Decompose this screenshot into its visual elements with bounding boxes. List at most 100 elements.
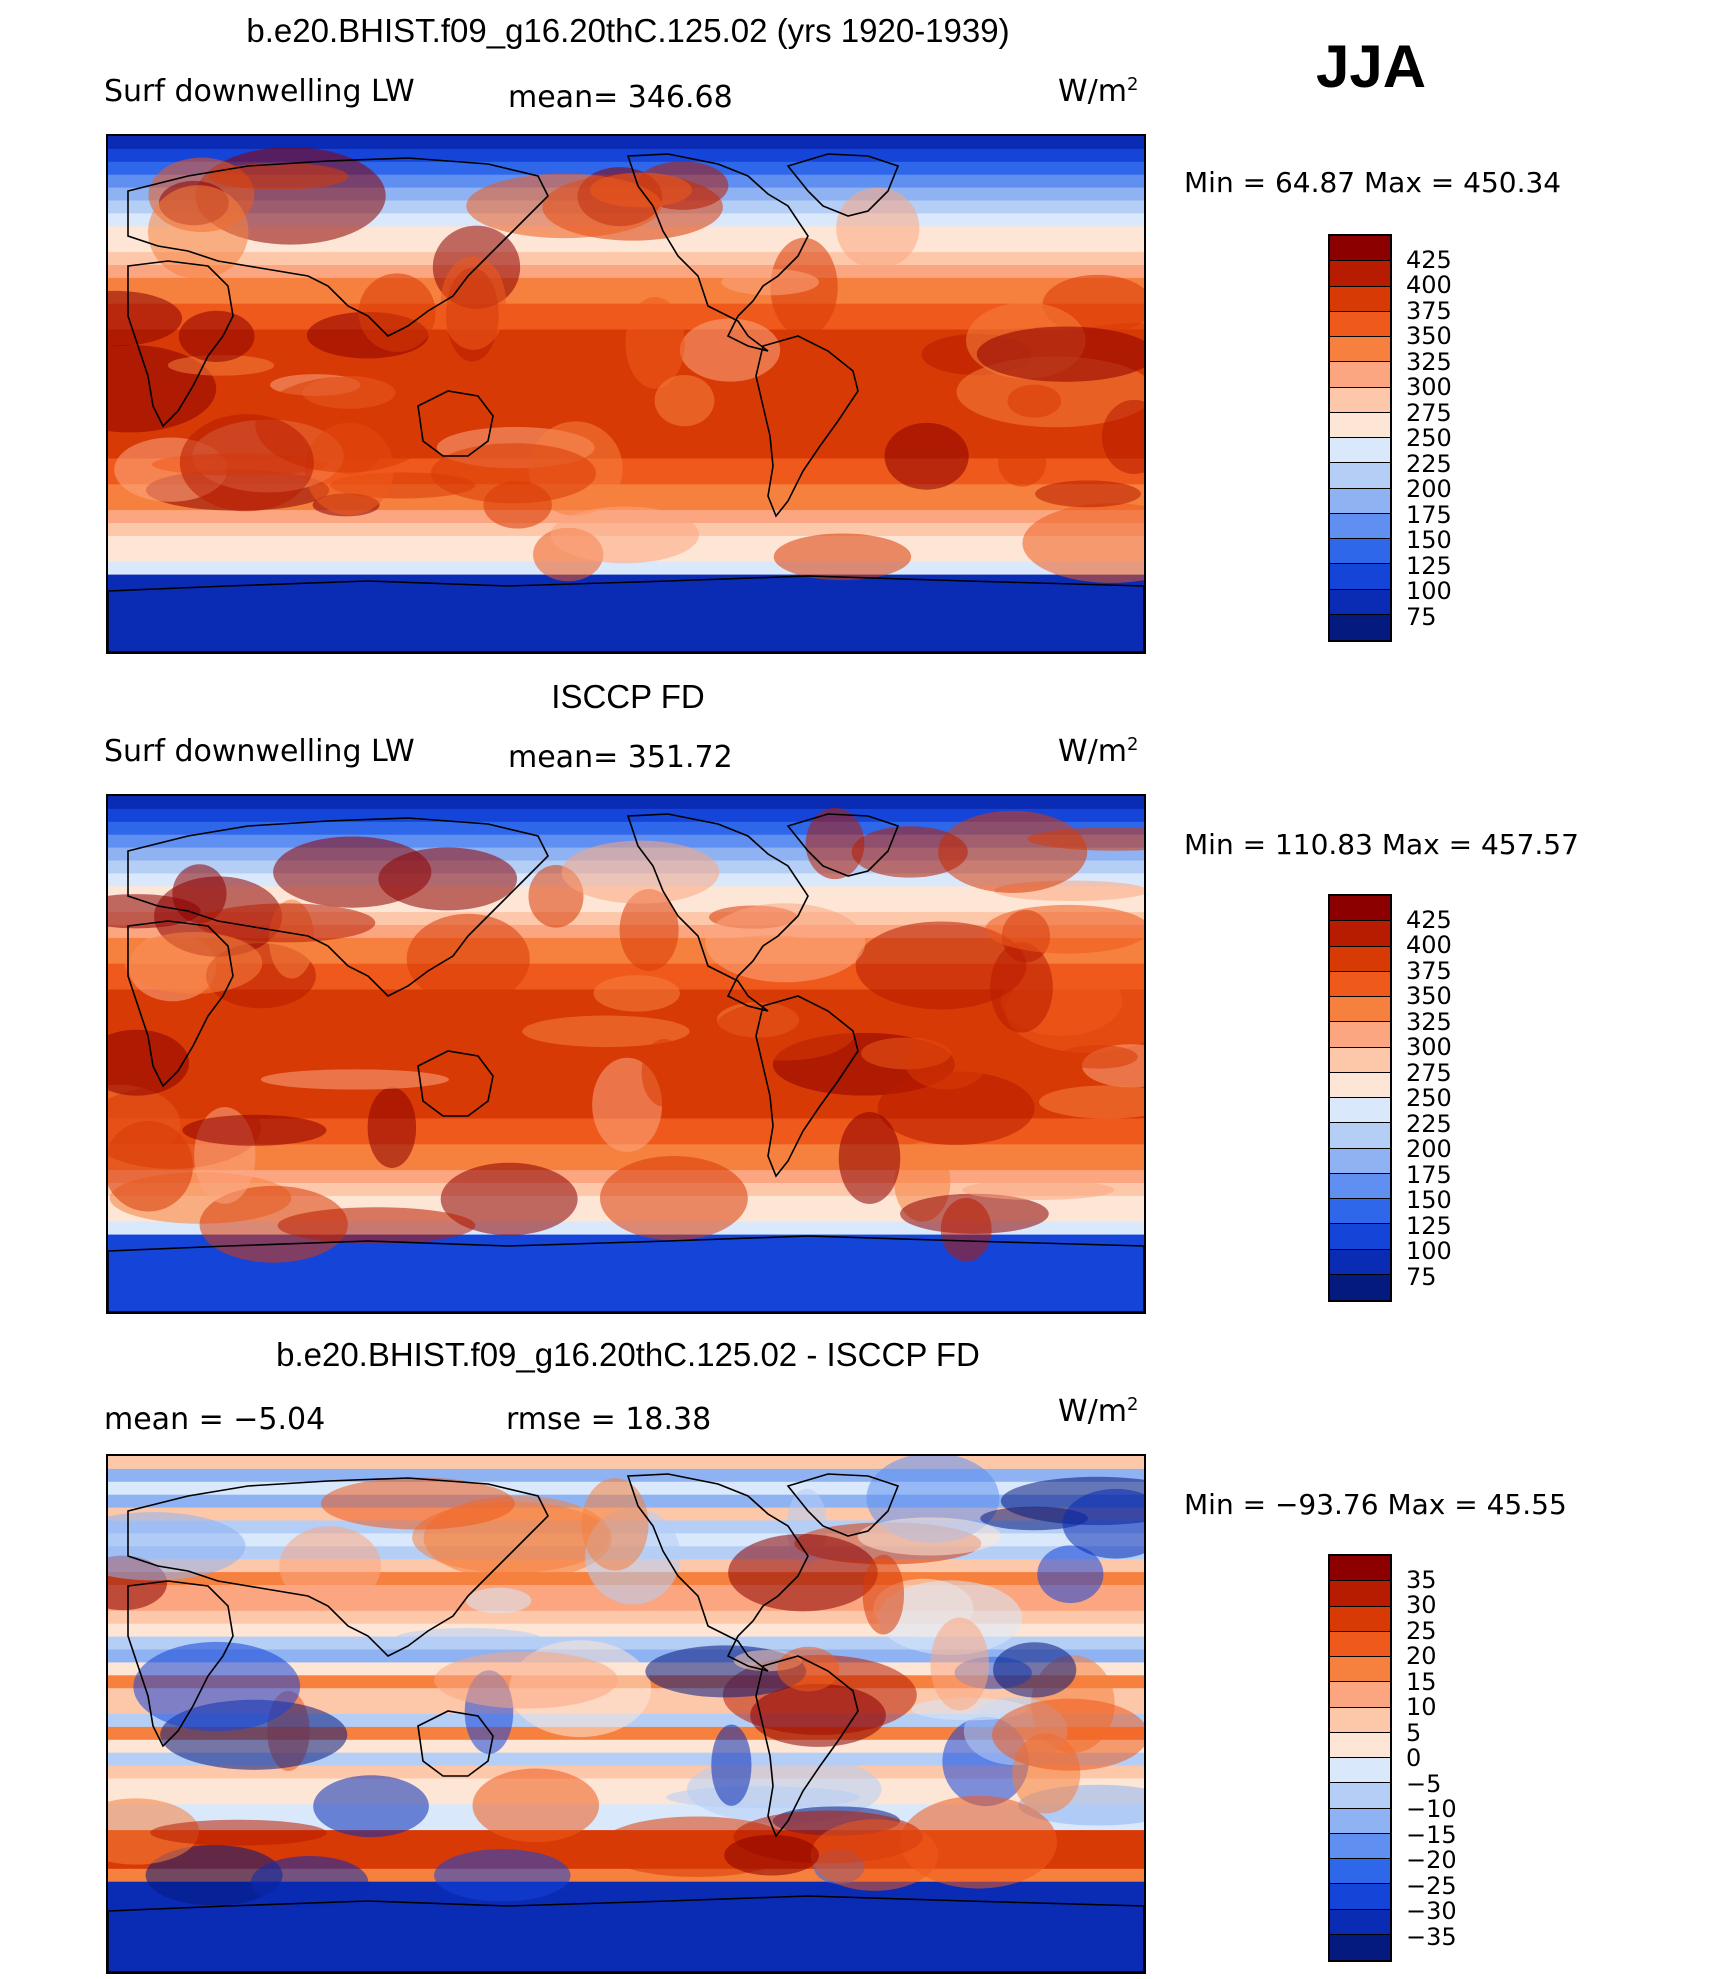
colorbar-swatch (1330, 412, 1390, 438)
colorbar-tick-label: 75 (1406, 1262, 1437, 1291)
colorbar-swatch (1330, 589, 1390, 615)
colorbar-tick-label: 0 (1406, 1744, 1422, 1772)
colorbar-tick-label: 350 (1406, 322, 1452, 350)
panel-3-map (106, 1454, 1146, 1974)
colorbar-swatch (1330, 1884, 1390, 1910)
panel-1-title: b.e20.BHIST.f09_g16.20thC.125.02 (yrs 19… (246, 12, 1010, 49)
colorbar-tick-label: −10 (1406, 1795, 1457, 1823)
colorbar-tick-label: 150 (1406, 526, 1452, 554)
colorbar-swatch (1330, 1606, 1390, 1632)
colorbar-swatch (1330, 1199, 1390, 1225)
colorbar-tick-label: 125 (1406, 551, 1452, 580)
colorbar-tick-label: 75 (1406, 602, 1437, 631)
panel-3-rmse-label: rmse = 18.38 (506, 1402, 712, 1437)
colorbar-tick-label: 10 (1406, 1693, 1437, 1721)
panel-1-map (106, 134, 1146, 654)
colorbar-tick-label: 200 (1406, 475, 1452, 503)
panel-2-units: W/m2 (1058, 734, 1139, 769)
colorbar-tick-label: 250 (1406, 1084, 1452, 1112)
colorbar-swatch (1330, 1556, 1390, 1582)
colorbar-tick-label: −25 (1406, 1871, 1457, 1900)
panel-1-colorbar-ticks: 425 400 375 350 325 300 275 250 225 200 175 150 125 1… (1406, 234, 1486, 642)
colorbar-swatch (1330, 1909, 1390, 1935)
colorbar-tick-label: 30 (1406, 1591, 1437, 1619)
colorbar-tick-label: 35 (1406, 1565, 1437, 1594)
colorbar-swatch (1330, 1732, 1390, 1758)
colorbar-swatch (1330, 614, 1390, 640)
colorbar-swatch (1330, 438, 1390, 464)
panel-2-minmax: Min = 110.83 Max = 457.57 (1184, 828, 1579, 861)
colorbar-swatch (1330, 896, 1390, 922)
panel-3-colorbar-ticks: 35 30 25 20 15 10 5 0 −5 −10 −15 −20 −25 −30 −35 (1406, 1554, 1486, 1962)
colorbar-tick-label: −20 (1406, 1846, 1457, 1874)
colorbar-swatch (1330, 1758, 1390, 1784)
colorbar-tick-label: 425 (1406, 245, 1452, 274)
colorbar-tick-label: 250 (1406, 424, 1452, 452)
colorbar-swatch (1330, 564, 1390, 590)
colorbar-tick-label: 15 (1406, 1667, 1437, 1696)
colorbar-swatch (1330, 539, 1390, 565)
colorbar-tick-label: 225 (1406, 1109, 1452, 1138)
panel-1-mean-label: mean= 346.68 (508, 80, 733, 115)
colorbar-swatch (1330, 1657, 1390, 1683)
colorbar-swatch (1330, 236, 1390, 262)
colorbar-swatch (1330, 971, 1390, 997)
colorbar-tick-label: 125 (1406, 1211, 1452, 1240)
colorbar-swatch (1330, 1249, 1390, 1275)
colorbar-tick-label: −5 (1406, 1769, 1442, 1798)
season-label: JJA (1316, 33, 1427, 100)
colorbar-swatch (1330, 1224, 1390, 1250)
colorbar-swatch (1330, 946, 1390, 972)
colorbar-tick-label: 25 (1406, 1616, 1437, 1645)
panel-1-units: W/m2 (1058, 74, 1139, 109)
colorbar-swatch (1330, 1581, 1390, 1607)
panel-1-minmax: Min = 64.87 Max = 450.34 (1184, 166, 1562, 199)
colorbar-tick-label: 300 (1406, 373, 1452, 401)
colorbar-swatch (1330, 1631, 1390, 1657)
colorbar-swatch (1330, 1274, 1390, 1300)
colorbar-swatch (1330, 286, 1390, 312)
colorbar-swatch (1330, 1072, 1390, 1098)
colorbar-swatch (1330, 1808, 1390, 1834)
colorbar-tick-label: 100 (1406, 1237, 1452, 1265)
colorbar-swatch (1330, 1707, 1390, 1733)
colorbar-swatch (1330, 1833, 1390, 1859)
colorbar-tick-label: 325 (1406, 347, 1452, 376)
colorbar-tick-label: −30 (1406, 1897, 1457, 1925)
colorbar-tick-label: 375 (1406, 956, 1452, 985)
panel-2-colorbar-ticks: 425 400 375 350 325 300 275 250 225 200 175 150 125 1… (1406, 894, 1486, 1302)
colorbar-swatch (1330, 513, 1390, 539)
colorbar-swatch (1330, 1173, 1390, 1199)
colorbar-swatch (1330, 463, 1390, 489)
colorbar-tick-label: 300 (1406, 1033, 1452, 1061)
colorbar-swatch (1330, 1859, 1390, 1885)
colorbar-swatch (1330, 997, 1390, 1023)
colorbar-tick-label: 275 (1406, 398, 1452, 427)
colorbar-tick-label: 350 (1406, 982, 1452, 1010)
colorbar-tick-label: 425 (1406, 905, 1452, 934)
colorbar-swatch (1330, 387, 1390, 413)
colorbar-swatch (1330, 1022, 1390, 1048)
panel-2-mean-label: mean= 351.72 (508, 740, 733, 775)
colorbar-tick-label: 225 (1406, 449, 1452, 478)
panel-2-title: ISCCP FD (551, 678, 705, 715)
colorbar-tick-label: 200 (1406, 1135, 1452, 1163)
panel-1-colorbar (1328, 234, 1392, 642)
colorbar-swatch (1330, 1682, 1390, 1708)
colorbar-swatch (1330, 311, 1390, 337)
colorbar-tick-label: 5 (1406, 1718, 1422, 1747)
panel-2-variable-label: Surf downwelling LW (104, 734, 415, 769)
colorbar-tick-label: 375 (1406, 296, 1452, 325)
colorbar-swatch (1330, 488, 1390, 514)
colorbar-swatch (1330, 1783, 1390, 1809)
panel-3-mean-label: mean = −5.04 (104, 1402, 326, 1437)
colorbar-tick-label: 150 (1406, 1186, 1452, 1214)
colorbar-tick-label: 325 (1406, 1007, 1452, 1036)
colorbar-swatch (1330, 337, 1390, 363)
colorbar-swatch (1330, 1123, 1390, 1149)
colorbar-swatch (1330, 1934, 1390, 1960)
panel-3-title: b.e20.BHIST.f09_g16.20thC.125.02 - ISCCP… (276, 1336, 980, 1373)
colorbar-swatch (1330, 1148, 1390, 1174)
colorbar-tick-label: 400 (1406, 271, 1452, 299)
colorbar-tick-label: −15 (1406, 1820, 1457, 1849)
